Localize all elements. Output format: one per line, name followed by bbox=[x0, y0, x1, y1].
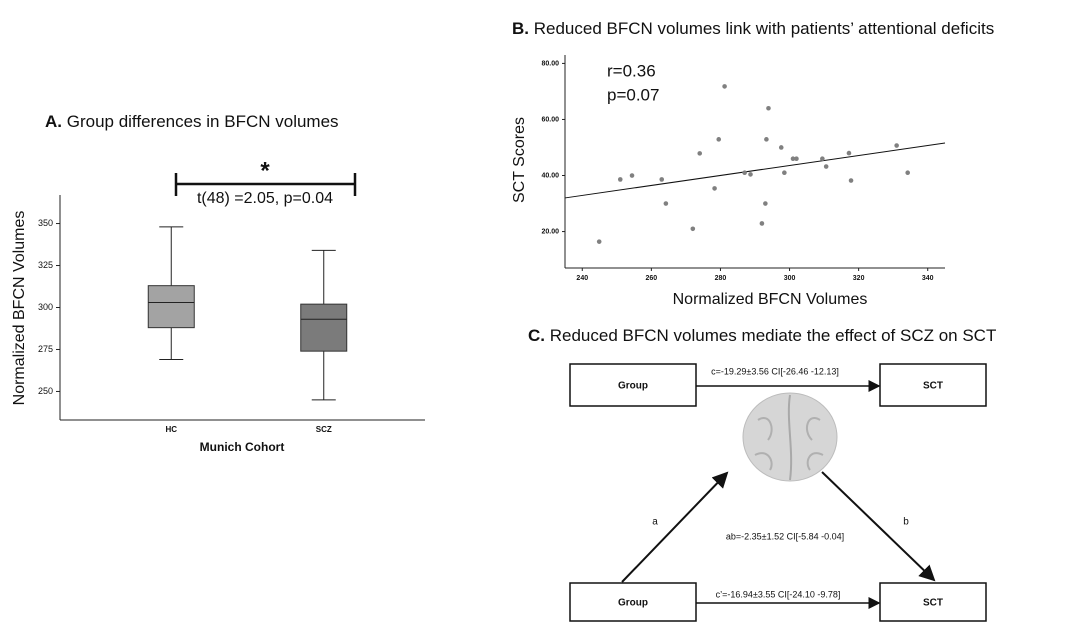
y-tick-label: 325 bbox=[38, 260, 53, 270]
point bbox=[820, 156, 825, 161]
point bbox=[629, 173, 635, 178]
arrow bbox=[821, 471, 936, 582]
y-tick-label: 40.00 bbox=[541, 172, 559, 179]
node-box bbox=[569, 363, 697, 407]
edge-label: c=-19.29±3.56 CI[-26.46 -12.13] bbox=[711, 366, 839, 376]
stat-annotation: p=0.07 bbox=[607, 85, 659, 104]
x-axis-label: Munich Cohort bbox=[200, 440, 285, 454]
node-box bbox=[569, 582, 697, 622]
point bbox=[712, 186, 717, 191]
point bbox=[778, 145, 784, 150]
stat-annotation: t(48) =2.05, p=0.04 bbox=[197, 190, 333, 207]
edge-label: a bbox=[652, 517, 658, 528]
stat-annotation: r=0.36 bbox=[607, 61, 656, 80]
x-tick-label: 240 bbox=[576, 275, 588, 282]
point bbox=[763, 201, 768, 206]
box bbox=[300, 303, 348, 352]
x-tick-label: SCZ bbox=[316, 425, 332, 434]
point bbox=[790, 156, 796, 161]
point bbox=[782, 170, 787, 176]
point bbox=[766, 105, 771, 111]
point bbox=[596, 239, 602, 244]
title-text: Group differences in BFCN volumes bbox=[67, 112, 339, 131]
panel-label: C. bbox=[528, 326, 545, 345]
node-label: SCT bbox=[923, 381, 943, 392]
point bbox=[742, 170, 747, 176]
point bbox=[894, 143, 899, 148]
point bbox=[697, 151, 703, 156]
y-axis-label: Normalized BFCN Volumes bbox=[11, 211, 28, 406]
point bbox=[617, 177, 623, 182]
title-text: Reduced BFCN volumes mediate the effect … bbox=[550, 326, 997, 345]
node-box bbox=[879, 363, 987, 407]
x-tick-label: 260 bbox=[646, 275, 658, 282]
point bbox=[846, 150, 852, 156]
significance: * bbox=[260, 157, 270, 184]
point bbox=[823, 164, 829, 169]
edge-label: c’=-16.94±3.55 CI[-24.10 -9.78] bbox=[716, 589, 841, 599]
point bbox=[690, 226, 696, 232]
node-label: SCT bbox=[923, 598, 943, 609]
x-axis-label: Normalized BFCN Volumes bbox=[673, 291, 868, 308]
point bbox=[722, 84, 727, 89]
fit-line bbox=[564, 142, 946, 199]
point bbox=[848, 178, 854, 183]
arrow bbox=[621, 471, 729, 583]
y-tick-label: 350 bbox=[38, 218, 53, 228]
y-tick-label: 20.00 bbox=[541, 228, 559, 235]
point bbox=[794, 156, 799, 161]
point bbox=[716, 137, 722, 142]
panel-label: B. bbox=[512, 19, 529, 38]
x-tick-label: 320 bbox=[853, 275, 865, 282]
y-tick-label: 250 bbox=[38, 386, 53, 396]
panel-title: A. Group differences in BFCN volumes bbox=[45, 112, 339, 131]
point bbox=[764, 137, 769, 142]
x-tick-label: 340 bbox=[922, 275, 934, 282]
panel-title: B. Reduced BFCN volumes link with patien… bbox=[512, 19, 994, 38]
y-tick-label: 60.00 bbox=[541, 116, 559, 123]
node-label: Group bbox=[618, 381, 648, 392]
title-text: Reduced BFCN volumes link with patients’… bbox=[534, 19, 994, 38]
x-tick-label: 300 bbox=[784, 275, 796, 282]
panel-title: C. Reduced BFCN volumes mediate the effe… bbox=[528, 326, 996, 345]
box bbox=[147, 285, 195, 329]
x-tick-label: HC bbox=[165, 425, 177, 434]
node-label: Group bbox=[618, 598, 648, 609]
brain-icon bbox=[742, 392, 838, 482]
point bbox=[663, 201, 669, 206]
y-tick-label: 275 bbox=[38, 344, 53, 354]
point bbox=[905, 170, 910, 176]
edge-label: ab=-2.35±1.52 CI[-5.84 -0.04] bbox=[726, 531, 844, 541]
panel-label: A. bbox=[45, 112, 62, 131]
point bbox=[759, 221, 765, 226]
point bbox=[659, 177, 665, 182]
point bbox=[748, 172, 753, 177]
y-tick-label: 300 bbox=[38, 302, 53, 312]
x-tick-label: 280 bbox=[715, 275, 727, 282]
y-axis-label: SCT Scores bbox=[511, 117, 528, 203]
y-tick-label: 80.00 bbox=[541, 60, 559, 67]
edge-label: b bbox=[903, 517, 909, 528]
